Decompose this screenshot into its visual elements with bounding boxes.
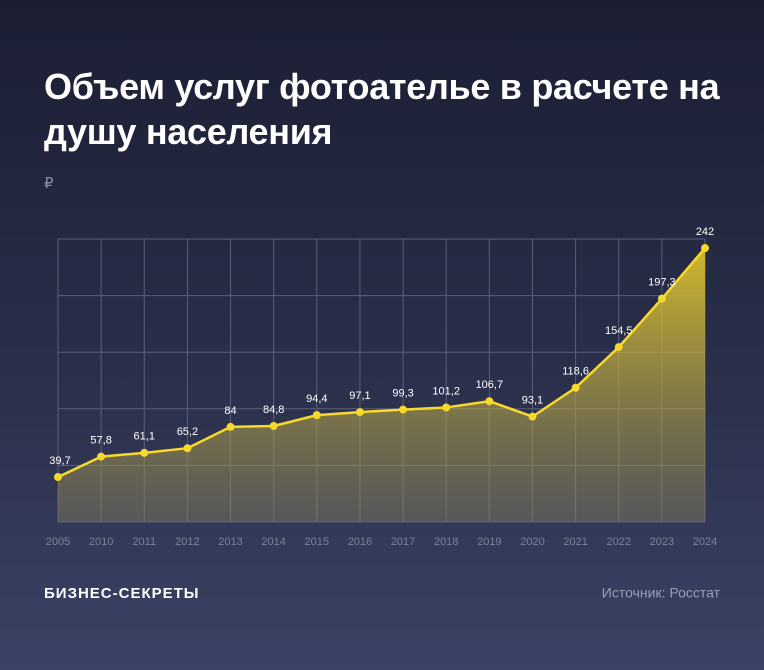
- point: [269, 422, 278, 431]
- value-label: 154,5: [605, 325, 633, 337]
- point: [485, 397, 494, 406]
- value-label: 84: [224, 405, 236, 417]
- value-label: 57,8: [90, 434, 111, 446]
- x-tick-label: 2017: [391, 536, 415, 548]
- value-label: 39,7: [49, 455, 70, 467]
- x-tick-label: 2005: [46, 536, 70, 548]
- point: [614, 343, 623, 352]
- value-label: 106,7: [476, 379, 504, 391]
- value-label: 242: [696, 226, 714, 238]
- brand: БИЗНЕС-СЕКРЕТЫ: [44, 585, 199, 602]
- x-tick-label: 2015: [305, 536, 329, 548]
- value-label: 93,1: [522, 395, 543, 407]
- x-tick-label: 2011: [132, 536, 156, 548]
- chart-title: Объем услуг фотоателье в расчете на душу…: [44, 66, 720, 152]
- point: [355, 408, 364, 417]
- point: [528, 412, 537, 421]
- point: [571, 383, 580, 392]
- point: [183, 444, 192, 453]
- value-label: 97,1: [349, 390, 370, 402]
- x-tick-label: 2014: [261, 536, 285, 548]
- point: [54, 473, 62, 482]
- x-tick-label: 2021: [563, 536, 587, 548]
- point: [442, 403, 451, 412]
- value-label: 101,2: [432, 385, 460, 397]
- value-label: 84,8: [263, 404, 284, 416]
- y-unit: ₽: [44, 175, 54, 192]
- point: [312, 411, 321, 420]
- x-tick-label: 2013: [218, 536, 242, 548]
- x-tick-label: 2012: [175, 536, 199, 548]
- x-tick-label: 2022: [606, 536, 630, 548]
- value-label: 118,6: [562, 366, 589, 378]
- area: [58, 248, 705, 522]
- point: [226, 422, 235, 431]
- x-tick-label: 2016: [348, 536, 372, 548]
- point: [657, 294, 666, 303]
- point: [97, 452, 106, 461]
- x-tick-label: 2024: [693, 536, 717, 548]
- value-label: 65,2: [177, 426, 198, 438]
- x-tick-label: 2019: [477, 536, 501, 548]
- value-label: 61,1: [134, 431, 155, 443]
- x-tick-label: 2018: [434, 536, 458, 548]
- source: Источник: Росстат: [602, 585, 721, 601]
- value-label: 197,3: [648, 277, 676, 289]
- x-tick-label: 2020: [520, 536, 544, 548]
- point: [140, 448, 149, 457]
- value-label: 94,4: [306, 393, 327, 405]
- value-label: 99,3: [392, 387, 413, 399]
- point: [701, 244, 709, 253]
- point: [399, 405, 408, 414]
- line: [57, 247, 706, 479]
- x-tick-label: 2010: [89, 536, 113, 548]
- x-tick-label: 2023: [650, 536, 674, 548]
